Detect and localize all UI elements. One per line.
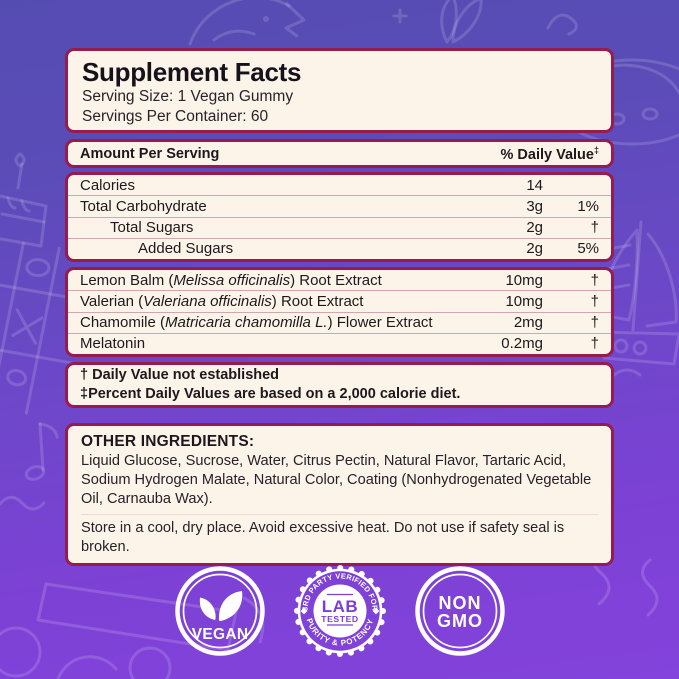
certification-badges: VEGAN 3RD PARTY VERIFIED FOR PURITY & PO… bbox=[0, 561, 679, 661]
footnote-percent-dv: ‡Percent Daily Values are based on a 2,0… bbox=[80, 386, 461, 402]
amount-value: 10mg bbox=[505, 292, 543, 310]
table-row: Calories 14 bbox=[80, 176, 543, 194]
non-gmo-line1: NON bbox=[438, 593, 481, 613]
other-ingredients-heading: OTHER INGREDIENTS: bbox=[81, 433, 255, 450]
nutrient-table: Calories 14 Total Carbohydrate 3g 1% Tot… bbox=[65, 172, 614, 262]
table-row: Added Sugars 2g 5% bbox=[68, 237, 611, 259]
amount-per-serving-label: Amount Per Serving bbox=[80, 145, 220, 162]
table-column-header: Amount Per Serving % Daily Value‡ bbox=[65, 139, 614, 168]
daily-value: 1% bbox=[577, 197, 599, 215]
table-row: Valerian (Valeriana officinalis) Root Ex… bbox=[68, 290, 611, 311]
supplement-facts-header-panel: Supplement Facts Serving Size: 1 Vegan G… bbox=[65, 48, 614, 133]
lab-tested-badge: 3RD PARTY VERIFIED FOR PURITY & POTENCY … bbox=[293, 565, 386, 657]
amount-value: 2mg bbox=[513, 314, 543, 332]
servings-per-container: Servings Per Container: 60 bbox=[82, 108, 269, 125]
table-row: Chamomile (Matricaria chamomilla L.) Flo… bbox=[68, 311, 611, 333]
footnotes-panel: † Daily Value not established ‡Percent D… bbox=[65, 362, 614, 408]
daily-value: † bbox=[590, 271, 599, 289]
other-ingredients-list: Liquid Glucose, Sucrose, Water, Citrus P… bbox=[81, 453, 592, 507]
daily-value-label: % Daily Value‡ bbox=[500, 144, 599, 163]
table-row: Total Sugars 2g † bbox=[68, 216, 611, 238]
footnote-daily-value: † Daily Value not established bbox=[80, 367, 280, 383]
daily-value: † bbox=[590, 292, 599, 310]
table-row: Melatonin 0.2mg † bbox=[68, 332, 611, 354]
vegan-badge-label: VEGAN bbox=[191, 626, 248, 643]
other-ingredients-panel: OTHER INGREDIENTS: Liquid Glucose, Sucro… bbox=[65, 423, 614, 566]
lab-badge-center-line1: LAB bbox=[321, 597, 357, 616]
table-row: Total Carbohydrate 3g 1% bbox=[68, 195, 611, 216]
serving-size: Serving Size: 1 Vegan Gummy bbox=[82, 88, 294, 105]
storage-instructions: Store in a cool, dry place. Avoid excess… bbox=[81, 514, 598, 557]
non-gmo-badge: NON GMO bbox=[414, 566, 505, 656]
leaves-icon bbox=[199, 591, 242, 621]
amount-value: 3g bbox=[526, 197, 543, 215]
daily-value: 5% bbox=[577, 240, 599, 258]
double-dagger-superscript: ‡ bbox=[593, 144, 599, 155]
amount-value: 0.2mg bbox=[501, 335, 543, 353]
amount-value: 14 bbox=[526, 176, 543, 194]
daily-value: † bbox=[590, 219, 599, 237]
supplement-facts-title: Supplement Facts bbox=[82, 57, 302, 87]
amount-value: 2g bbox=[526, 240, 543, 258]
daily-value: † bbox=[590, 335, 599, 353]
lab-badge-center-line2: TESTED bbox=[321, 614, 359, 624]
daily-value: † bbox=[590, 314, 599, 332]
supplement-label: Supplement Facts Serving Size: 1 Vegan G… bbox=[65, 48, 614, 566]
vegan-badge: VEGAN bbox=[174, 566, 265, 656]
table-row: Lemon Balm (Melissa officinalis) Root Ex… bbox=[80, 271, 599, 289]
amount-value: 10mg bbox=[505, 271, 543, 289]
ingredient-table: Lemon Balm (Melissa officinalis) Root Ex… bbox=[65, 267, 614, 357]
non-gmo-line2: GMO bbox=[437, 611, 483, 631]
amount-value: 2g bbox=[526, 219, 543, 237]
